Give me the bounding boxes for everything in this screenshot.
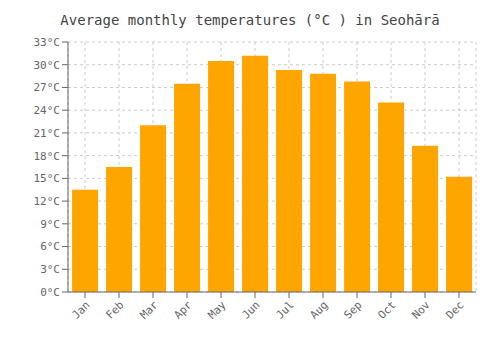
svg-text:Feb: Feb: [103, 298, 126, 321]
svg-text:Dec: Dec: [443, 298, 466, 321]
svg-text:27°C: 27°C: [34, 81, 61, 94]
svg-text:15°C: 15°C: [34, 172, 61, 185]
svg-text:12°C: 12°C: [34, 195, 61, 208]
svg-text:30°C: 30°C: [34, 59, 61, 72]
svg-text:21°C: 21°C: [34, 127, 61, 140]
svg-text:Nov: Nov: [409, 298, 433, 322]
svg-text:May: May: [205, 298, 229, 322]
html-text:Average monthly temperatures (: Average monthly temperatures (°C ) in Se…: [60, 12, 440, 28]
svg-text:Aug: Aug: [307, 298, 330, 321]
svg-text:Jan: Jan: [69, 298, 92, 321]
svg-text:33°C: 33°C: [34, 36, 61, 49]
svg-text:Jul: Jul: [273, 298, 296, 321]
svg-text:Apr: Apr: [171, 298, 195, 322]
svg-text:6°C: 6°C: [40, 240, 60, 253]
svg-text:Mar: Mar: [137, 298, 161, 322]
svg-text:Jun: Jun: [239, 298, 262, 321]
svg-text:24°C: 24°C: [34, 104, 61, 117]
svg-text:Sep: Sep: [341, 298, 364, 321]
svg-text:18°C: 18°C: [34, 150, 61, 163]
svg-text:0°C: 0°C: [40, 286, 60, 299]
svg-text:Oct: Oct: [375, 298, 398, 321]
svg-text:3°C: 3°C: [40, 263, 60, 276]
svg-text:9°C: 9°C: [40, 218, 60, 231]
